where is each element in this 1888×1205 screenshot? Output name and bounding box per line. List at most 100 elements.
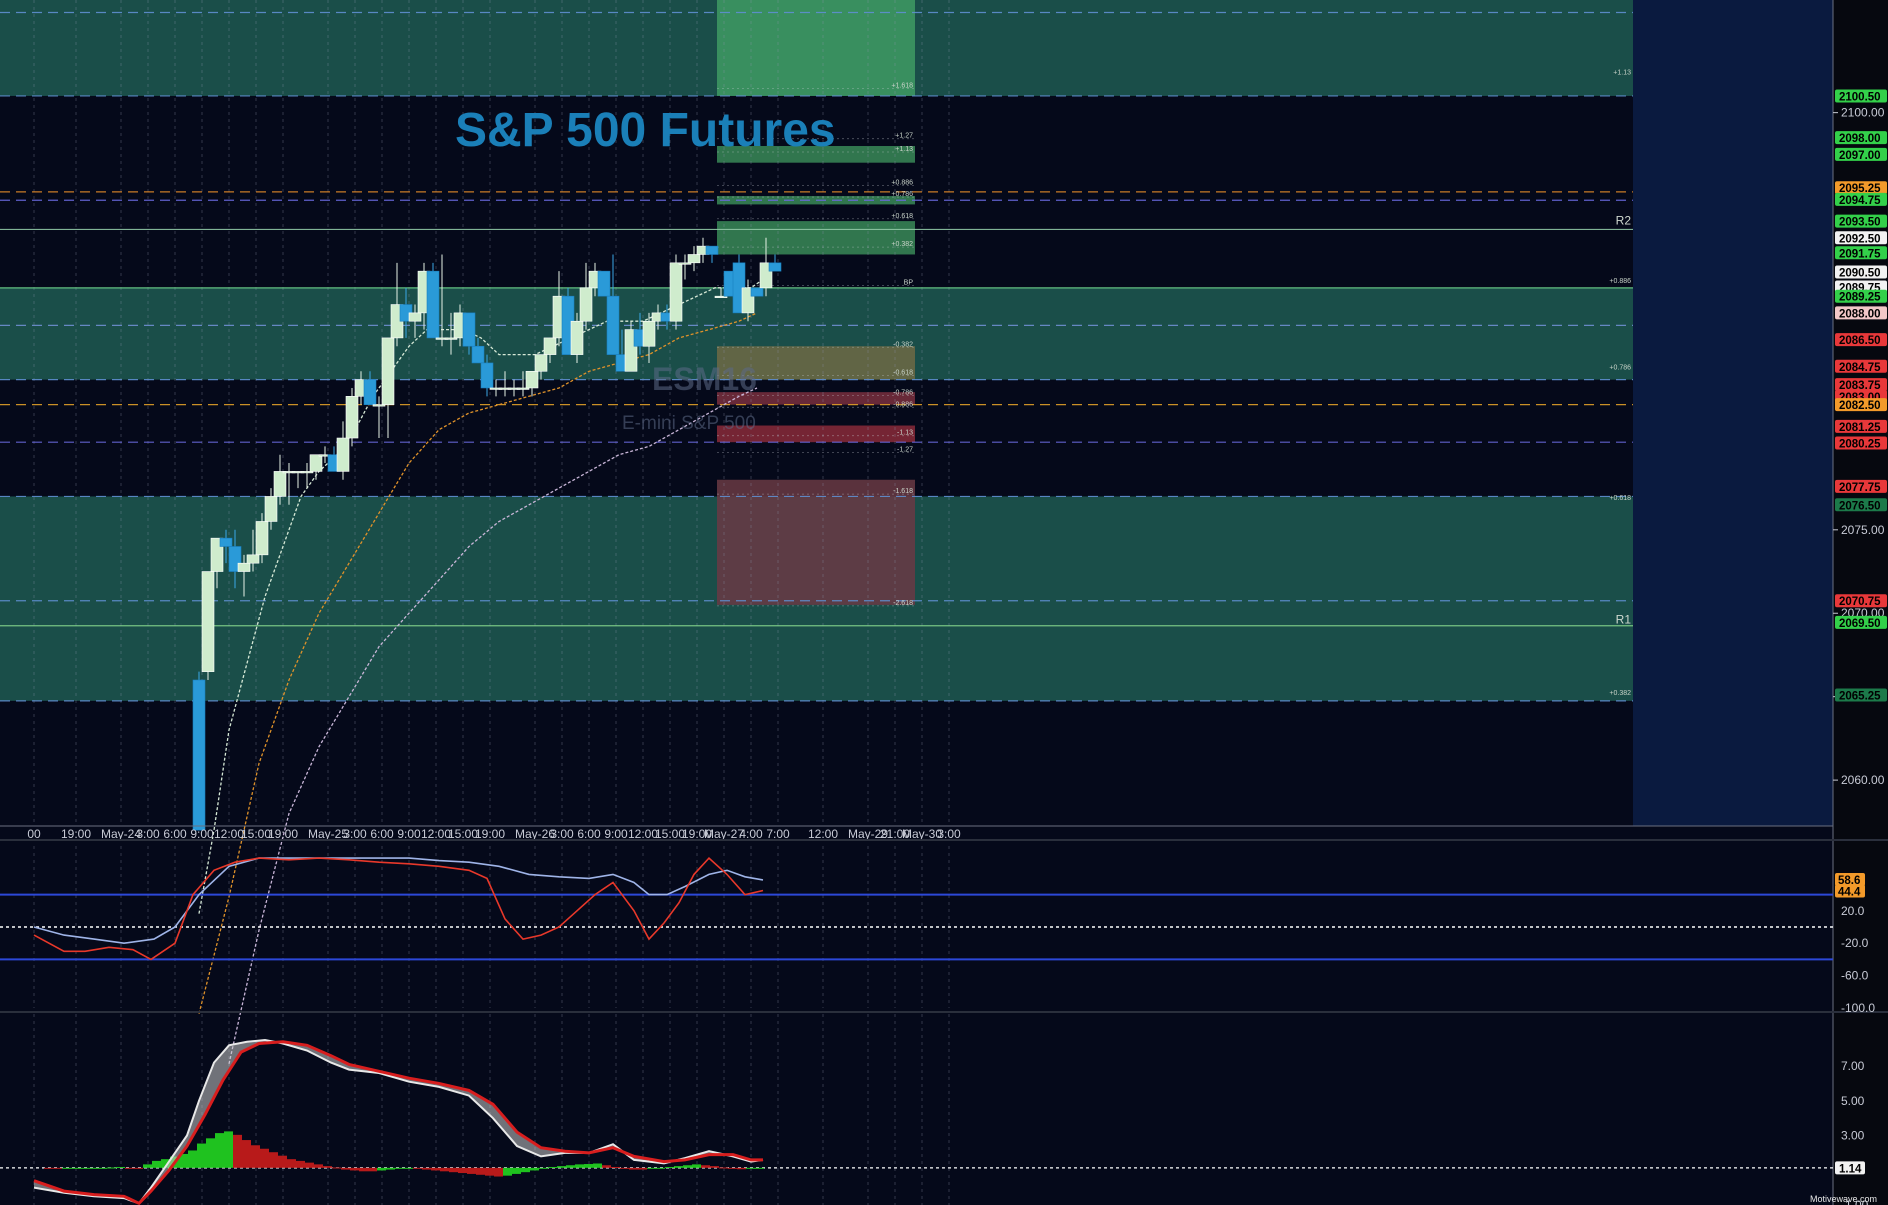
fib-label-10: -0.786 — [893, 390, 913, 397]
fib-label-6: +0.382 — [891, 241, 913, 248]
x-tick-label-12: 9:00 — [397, 827, 421, 841]
macd-hist-bar-5 — [89, 1167, 98, 1169]
price-tag-7: 2091.75 — [1839, 248, 1881, 260]
fib-right-label-1: +0.886 — [1609, 278, 1631, 285]
price-tag-bg-14 — [1835, 378, 1887, 392]
fib-box-7 — [717, 479, 915, 605]
price-tag-17: 2081.25 — [1839, 422, 1881, 434]
candle-body-19 — [363, 379, 377, 405]
moving-average-mid — [198, 312, 758, 1014]
macd-hist-bar-1 — [53, 1167, 62, 1169]
macd-hist-bar-40 — [404, 1167, 413, 1169]
candle-body-62 — [750, 287, 764, 297]
macd-hist-bar-31 — [323, 1166, 332, 1168]
macd-hist-bar-11 — [143, 1164, 152, 1168]
macd-hist-bar-13 — [161, 1159, 170, 1168]
candle-body-37 — [525, 370, 539, 389]
macd-hist-bar-2 — [62, 1167, 71, 1169]
price-tag-bg-5 — [1835, 214, 1887, 228]
macd-hist-bar-57 — [557, 1166, 566, 1168]
price-tag-bg-23 — [1835, 688, 1887, 702]
macd-y-tick-3: -1.00 — [1841, 1198, 1869, 1205]
fib-box-0 — [717, 0, 915, 96]
x-tick-label-0: 00 — [27, 827, 41, 841]
macd-hist-bar-43 — [431, 1167, 440, 1171]
fib-right-label-2: +0.786 — [1609, 365, 1631, 372]
price-tag-bg-10 — [1835, 289, 1887, 303]
price-tag-1: 2098.00 — [1839, 133, 1881, 145]
fib-label-12: -1.13 — [897, 430, 913, 437]
macd-hist-bar-58 — [566, 1165, 575, 1168]
macd-hist-bar-54 — [530, 1167, 539, 1171]
x-tick-label-2: May-24 — [101, 827, 141, 841]
macd-hist-bar-19 — [215, 1133, 224, 1168]
fib-label-13: -1.27 — [897, 446, 913, 453]
candle-body-30 — [462, 312, 476, 347]
candle-body-57 — [705, 245, 719, 255]
price-tag-bg-4 — [1835, 192, 1887, 206]
fib-box-6 — [717, 425, 915, 443]
zone-band-3 — [0, 625, 1633, 701]
macd-hist-bar-36 — [368, 1167, 377, 1172]
osc-tag-bg-1 — [1835, 884, 1865, 898]
candle-body-7 — [255, 521, 269, 556]
candle-body-28 — [444, 337, 458, 340]
oscillator-panel: 20.0 -20.0 -60.0 -100.0 58.644.4 — [0, 856, 1875, 1015]
fib-box-4 — [717, 346, 915, 380]
macd-hist-bar-67 — [647, 1167, 656, 1169]
price-tag-0: 2100.50 — [1839, 91, 1881, 103]
candle-body-13 — [309, 454, 323, 472]
macd-series-0 — [33, 1038, 764, 1205]
fib-label-14: -1.618 — [893, 488, 913, 495]
x-tick-label-27: May-29 — [848, 827, 888, 841]
price-tag-bg-2 — [1835, 147, 1887, 161]
pivot-label-1: R1 — [1616, 612, 1632, 626]
watermark-name: E-mini S&P 500 — [622, 413, 756, 434]
macd-hist-bar-27 — [287, 1159, 296, 1168]
osc-tag-bg-0 — [1835, 873, 1865, 887]
candle-body-8 — [264, 496, 278, 522]
pivot-label-0: R2 — [1616, 213, 1632, 227]
x-tick-label-18: 6:00 — [577, 827, 601, 841]
osc-series-1 — [33, 856, 764, 961]
macd-tag-0: 1.14 — [1839, 1163, 1862, 1175]
price-tag-10: 2089.25 — [1839, 292, 1881, 304]
candle-body-6 — [246, 554, 260, 564]
candle-body-55 — [687, 254, 701, 264]
macd-hist-bar-6 — [98, 1167, 107, 1169]
macd-fill — [34, 1040, 763, 1204]
macd-hist-bar-33 — [341, 1167, 350, 1170]
candle-body-31 — [471, 345, 485, 364]
price-tag-bg-22 — [1835, 615, 1887, 629]
x-tick-label-29: May-30 — [902, 827, 942, 841]
macd-hist-bar-44 — [440, 1167, 449, 1172]
macd-hist-bar-26 — [278, 1155, 287, 1168]
price-tag-16: 2082.50 — [1839, 400, 1881, 412]
macd-hist-bar-68 — [656, 1167, 665, 1169]
macd-hist-bar-0 — [44, 1167, 53, 1169]
x-tick-label-28: 21:00 — [880, 827, 910, 841]
x-tick-label-20: 12:00 — [628, 827, 658, 841]
candle-body-17 — [345, 396, 359, 439]
price-tag-19: 2077.75 — [1839, 482, 1881, 494]
x-tick-label-16: May-26 — [515, 827, 555, 841]
fib-right-label-4: +0.382 — [1609, 690, 1631, 697]
fib-label-7: BP — [904, 280, 914, 287]
moving-average-slow — [228, 387, 758, 1064]
macd-hist-bar-9 — [125, 1167, 134, 1169]
macd-hist-bar-62 — [602, 1165, 611, 1168]
macd-hist-bar-25 — [269, 1152, 278, 1168]
candle-body-39 — [543, 337, 557, 355]
price-tag-bg-12 — [1835, 333, 1887, 347]
y-tick-label-1: 2075.00 — [1841, 523, 1885, 537]
x-tick-label-25: 7:00 — [766, 827, 790, 841]
macd-y-tick-0: 7.00 — [1841, 1059, 1865, 1073]
fib-label-8: -0.382 — [893, 341, 913, 348]
x-tick-label-10: 3:00 — [343, 827, 367, 841]
x-tick-label-7: 15:00 — [241, 827, 271, 841]
fib-label-5: +0.618 — [891, 213, 913, 220]
price-tag-14: 2083.75 — [1839, 380, 1881, 392]
candle-body-38 — [534, 354, 548, 372]
macd-hist-bar-60 — [584, 1164, 593, 1168]
macd-hist-bar-22 — [242, 1140, 251, 1168]
